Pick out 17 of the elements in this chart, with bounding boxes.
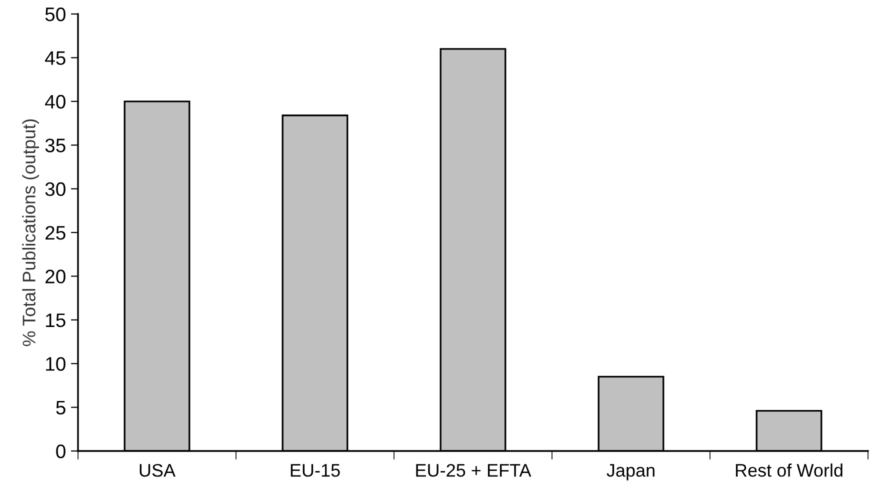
x-tick-label: EU-25 + EFTA (416, 464, 532, 477)
y-tick-label: 35 (45, 138, 66, 152)
y-tick-label: 20 (46, 270, 66, 284)
x-tick-label: EU-15 (290, 464, 340, 477)
y-axis-title: % Total Publications (output) (22, 119, 40, 346)
y-tick-label: 10 (46, 357, 66, 371)
y-tick-label: 45 (45, 51, 66, 65)
y-tick-label: 25 (46, 226, 66, 240)
y-tick-label: 40 (45, 94, 66, 109)
y-tick-label: 0 (56, 444, 66, 458)
y-tick-label: 5 (56, 400, 66, 415)
y-tick-label: 50 (45, 7, 66, 22)
x-tick-label: Japan (606, 464, 654, 480)
x-tick-label: Rest of World (736, 464, 842, 477)
y-tick-label: 15 (46, 314, 66, 328)
y-tick-label: 30 (45, 182, 66, 196)
x-tick-label: USA (140, 464, 176, 477)
